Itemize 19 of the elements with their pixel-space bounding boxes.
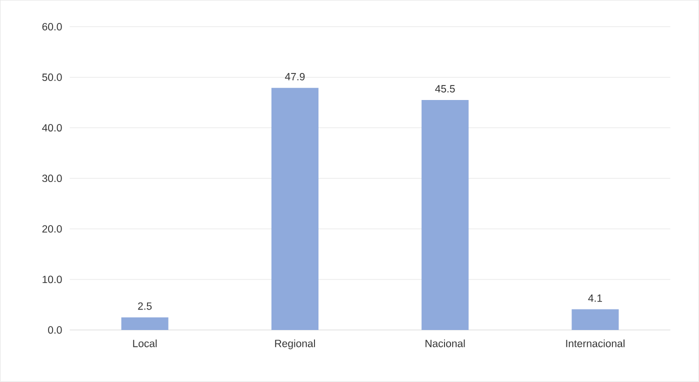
y-tick-label: 60.0 <box>42 23 62 31</box>
data-label: 2.5 <box>138 302 152 310</box>
x-tick-label: Regional <box>275 340 315 350</box>
x-tick-label: Nacional <box>426 340 465 348</box>
y-tick-label: 20.0 <box>42 225 62 233</box>
data-label: 4.1 <box>588 294 602 302</box>
bar <box>422 100 469 330</box>
y-tick-label: 0.0 <box>48 326 62 334</box>
y-tick-label: 30.0 <box>42 174 62 182</box>
y-tick-label: 40.0 <box>42 124 62 132</box>
x-tick-label: Internacional <box>566 340 624 348</box>
data-label: 47.9 <box>285 73 305 80</box>
bar <box>572 309 619 330</box>
bar <box>271 88 318 330</box>
y-tick-label: 10.0 <box>42 276 62 284</box>
bar <box>121 317 168 330</box>
y-tick-label: 50.0 <box>42 74 62 82</box>
x-tick-label: Local <box>133 340 157 348</box>
data-label: 45.5 <box>435 85 455 93</box>
